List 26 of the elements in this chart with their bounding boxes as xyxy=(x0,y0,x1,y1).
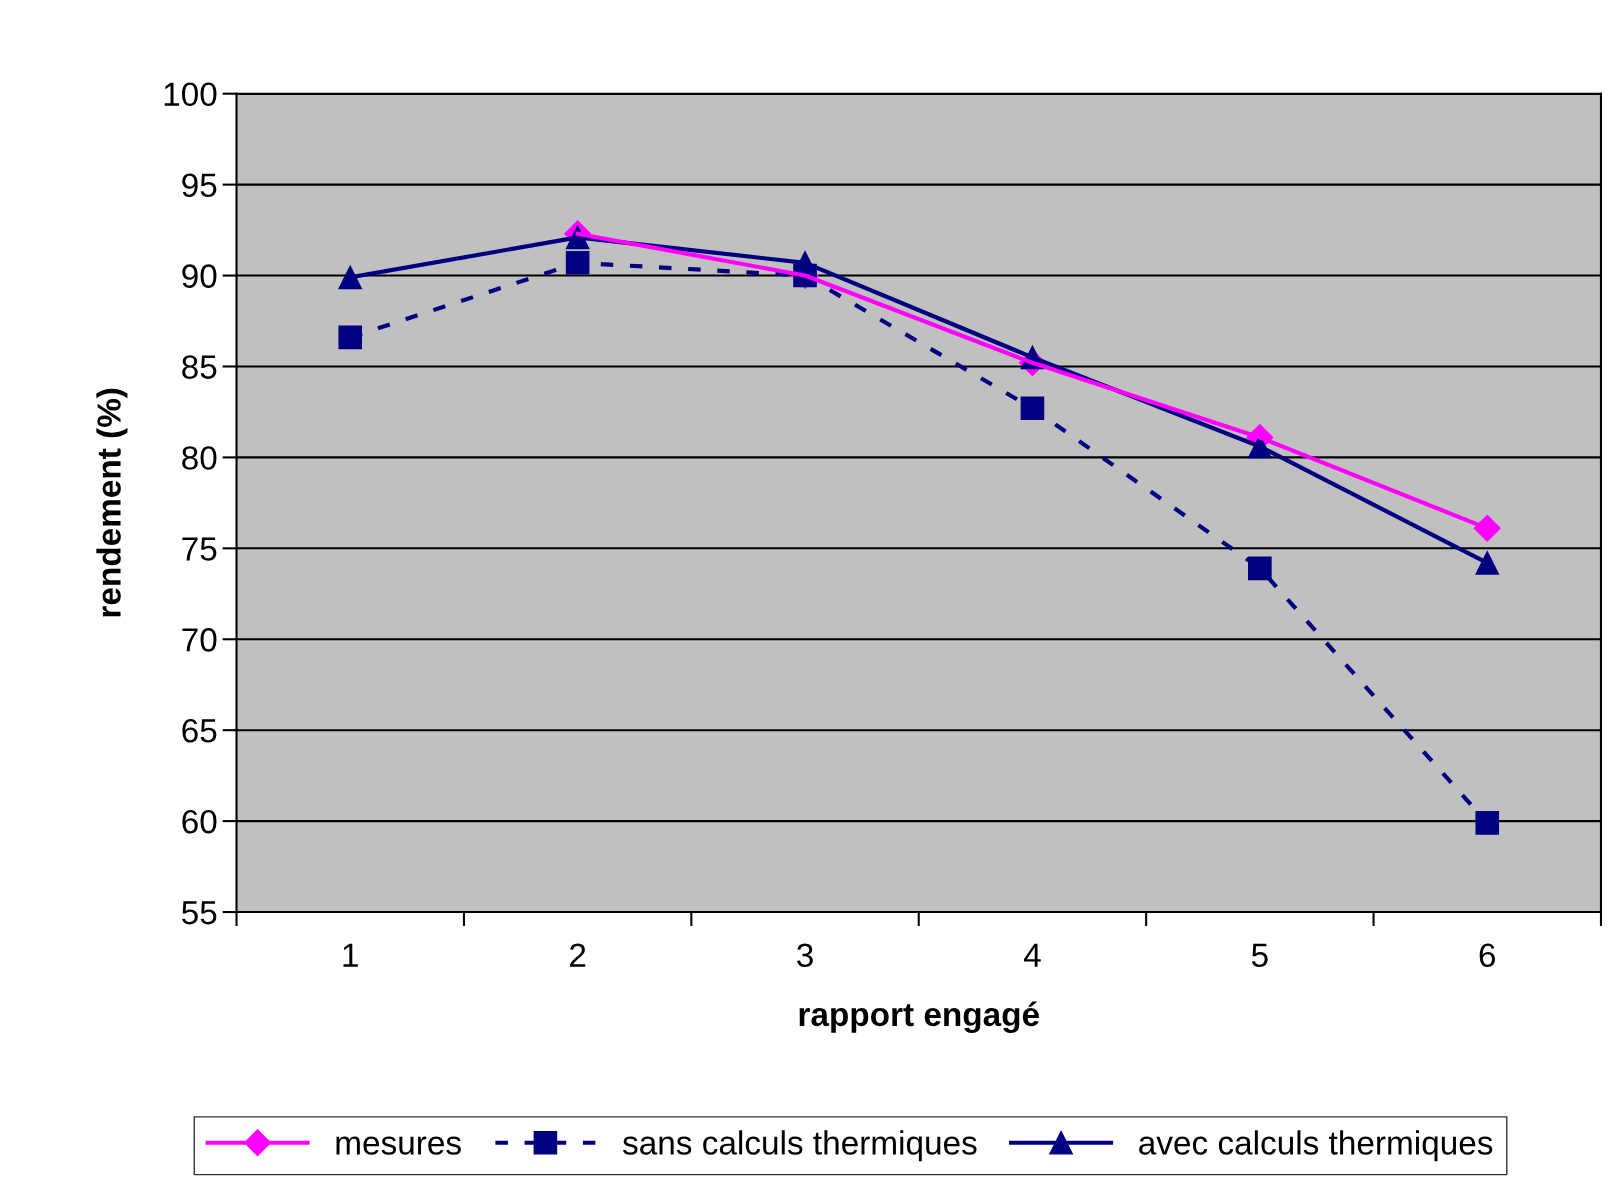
y-tick-label: 55 xyxy=(182,901,217,925)
x-tick-label: 1 xyxy=(343,943,358,967)
y-tick-label: 65 xyxy=(182,718,217,743)
legend-label: mesures xyxy=(336,1136,461,1155)
y-tick-label: 60 xyxy=(182,809,217,834)
y-tick-label: 100 xyxy=(164,82,217,107)
x-tick-label: 4 xyxy=(1023,943,1041,967)
y-tick-label: 70 xyxy=(182,628,217,652)
point xyxy=(1475,811,1500,835)
point xyxy=(565,251,590,275)
y-axis-title: rendement (%) xyxy=(96,388,128,617)
x-tick-label: 2 xyxy=(570,943,586,967)
legend-label: avec calculs thermiques xyxy=(1139,1130,1493,1162)
x-tick-label: 6 xyxy=(1479,943,1496,968)
y-tick-label: 90 xyxy=(182,264,217,288)
x-tick-label: 5 xyxy=(1251,943,1268,968)
x-tick-label: 3 xyxy=(797,943,813,968)
point xyxy=(1020,396,1045,421)
y-tick-label: 80 xyxy=(182,446,217,470)
point xyxy=(338,325,363,350)
y-tick-label: 95 xyxy=(182,173,217,198)
y-tick-label: 85 xyxy=(182,355,217,379)
y-tick-label: 75 xyxy=(182,537,217,561)
x-axis-title: rapport engagé xyxy=(799,1001,1039,1033)
legend-label: sans calculs thermiques xyxy=(622,1130,977,1162)
point xyxy=(1475,551,1500,575)
